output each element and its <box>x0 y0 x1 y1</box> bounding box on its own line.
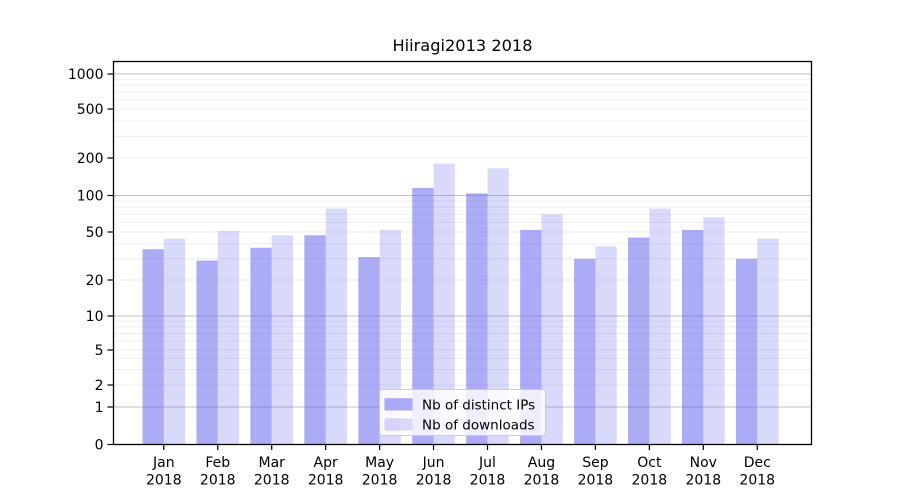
x-tick-label-year: 2018 <box>578 473 614 489</box>
legend-swatch-downloads <box>384 418 413 431</box>
bar-distinct-ips <box>142 249 164 445</box>
y-tick-label: 50 <box>86 225 104 241</box>
x-tick-label-month: May <box>365 455 394 471</box>
legend-swatch-distinct-ips <box>384 398 413 411</box>
x-tick-label-year: 2018 <box>524 473 560 489</box>
y-tick-label: 2 <box>95 378 104 394</box>
bar-distinct-ips <box>574 258 596 445</box>
bar-distinct-ips <box>735 258 758 445</box>
bar-downloads <box>595 246 617 445</box>
x-tick-label-year: 2018 <box>362 473 398 489</box>
bar-downloads <box>487 168 509 445</box>
y-tick-label: 100 <box>77 189 104 205</box>
bar-downloads <box>217 230 240 445</box>
legend-box <box>379 389 546 436</box>
x-tick-label-month: Sep <box>582 455 609 471</box>
bar-downloads <box>163 238 186 445</box>
x-tick-label-month: Dec <box>744 455 771 471</box>
y-tick-label: 200 <box>77 151 104 167</box>
x-tick-label-month: Feb <box>205 455 230 471</box>
bar-distinct-ips <box>628 237 650 445</box>
x-tick-label-month: Mar <box>258 455 285 471</box>
x-tick-label-year: 2018 <box>470 473 506 489</box>
chart-title: Hiiragi2013 2018 <box>392 36 532 55</box>
bar-distinct-ips <box>412 187 434 445</box>
bar-downloads <box>541 214 563 445</box>
x-tick-label-year: 2018 <box>416 473 452 489</box>
bar-distinct-ips <box>466 193 488 445</box>
x-tick-label-year: 2018 <box>685 473 721 489</box>
bar-downloads <box>433 163 455 445</box>
x-tick-label-year: 2018 <box>200 473 236 489</box>
bar-downloads <box>757 238 779 445</box>
bar-downloads <box>325 208 347 445</box>
x-tick-label-year: 2018 <box>632 473 668 489</box>
legend-label-distinct-ips: Nb of distinct IPs <box>422 397 535 413</box>
x-axis: Jan 2018 Feb 2018 Mar 2018 Apr 2018 May 2018 Jun 20… <box>146 444 775 489</box>
x-tick-label-month: Jan <box>152 455 175 471</box>
bar-downloads <box>271 235 293 445</box>
gridlines-minor <box>113 78 812 386</box>
y-tick-label: 0 <box>95 438 104 454</box>
bar-distinct-ips <box>682 229 704 445</box>
x-tick-label-year: 2018 <box>254 473 290 489</box>
bar-distinct-ips <box>250 247 272 445</box>
y-tick-label: 1000 <box>68 67 104 83</box>
bar-downloads <box>703 217 725 445</box>
x-tick-label-year: 2018 <box>308 473 344 489</box>
bar-distinct-ips <box>358 257 380 445</box>
x-tick-label-month: Jun <box>422 455 445 471</box>
bar-distinct-ips <box>196 260 218 445</box>
y-tick-label: 20 <box>86 273 104 289</box>
x-tick-label-month: Oct <box>637 455 662 471</box>
x-tick-label-month: Nov <box>690 455 717 471</box>
y-tick-label: 1 <box>95 400 104 416</box>
bar-downloads <box>649 208 671 445</box>
x-tick-label-month: Apr <box>314 455 338 471</box>
plot-border <box>112 60 813 446</box>
legend: Nb of distinct IPs Nb of downloads <box>379 389 546 436</box>
y-tick-label: 10 <box>86 309 104 325</box>
x-tick-label-month: Aug <box>528 455 555 471</box>
x-tick-label-year: 2018 <box>739 473 775 489</box>
y-axis: 0 1 2 5 10 20 50 100 200 500 1000 <box>68 67 114 454</box>
legend-label-downloads: Nb of downloads <box>422 418 535 434</box>
x-tick-label-year: 2018 <box>146 473 182 489</box>
y-tick-label: 5 <box>95 343 104 359</box>
y-tick-label: 500 <box>77 102 104 118</box>
bar-distinct-ips <box>304 235 326 445</box>
x-tick-label-month: Jul <box>478 455 496 471</box>
